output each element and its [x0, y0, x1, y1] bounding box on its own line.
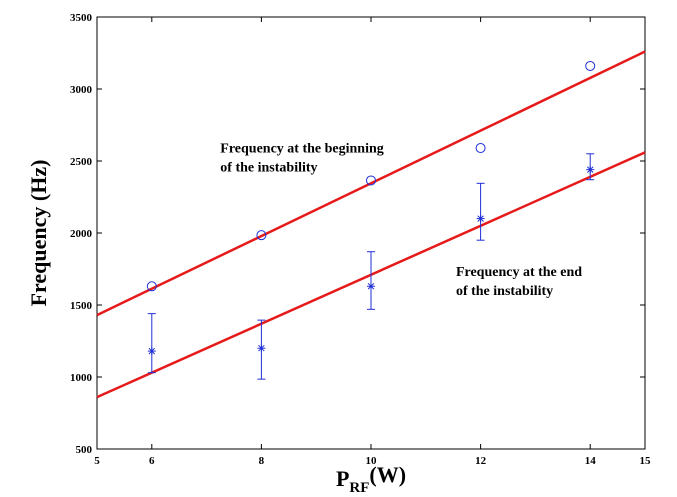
plot-area	[96, 16, 646, 450]
axis-ticks: 5 6 8 10 12 14 15 500 1000 1500 2000 2500 3000 3500	[70, 12, 651, 467]
y-tick-label: 1500	[70, 300, 93, 312]
data-point-asterisk	[147, 347, 156, 356]
asterisk-stroke	[367, 283, 375, 290]
y-tick-label: 2000	[70, 228, 93, 240]
annotation-line: Frequency at the end	[456, 265, 582, 280]
asterisk-stroke	[258, 344, 265, 352]
data-marks	[146, 60, 596, 380]
x-tick-label: 14	[585, 455, 597, 467]
fit-line	[96, 50, 646, 317]
x-axis-title: PRF(W)	[336, 462, 406, 496]
x-tick-label: 5	[94, 455, 100, 467]
x-tick-label: 6	[149, 455, 155, 467]
data-point-asterisk	[586, 165, 595, 174]
y-tick-label: 2500	[70, 156, 93, 168]
annotation-line: of the instability	[456, 284, 553, 299]
asterisk-stroke	[148, 347, 156, 355]
y-axis-title: Frequency (Hz)	[26, 160, 51, 307]
x-tick-label: 10	[366, 455, 378, 467]
y-tick-label: 3000	[70, 84, 93, 96]
annotation-text: Frequency at the end of the instability	[456, 265, 582, 299]
data-point-asterisk	[257, 344, 266, 353]
annotation-text: Frequency at the beginning of the instabi…	[220, 141, 383, 175]
data-point-circle	[585, 60, 596, 71]
asterisk-stroke	[477, 215, 484, 222]
annotation-line: Frequency at the beginning	[220, 141, 383, 156]
x-axis-title-unit: (W)	[369, 462, 406, 487]
y-tick-label: 1000	[70, 372, 93, 384]
y-tick-label: 500	[76, 444, 93, 456]
data-point-asterisk	[476, 214, 485, 223]
data-point-circle	[475, 143, 486, 154]
x-tick-label: 12	[475, 455, 487, 467]
data-point-circle	[146, 281, 157, 292]
data-point-circle	[366, 175, 376, 186]
data-point-asterisk	[367, 282, 375, 291]
annotations: Frequency at the beginning of the instabi…	[220, 141, 582, 299]
x-axis-title-main: P	[336, 466, 349, 491]
data-point-circle	[256, 230, 267, 241]
x-tick-label: 8	[259, 455, 265, 467]
asterisk-stroke	[586, 166, 594, 173]
y-tick-label: 3500	[70, 12, 93, 24]
x-tick-label: 15	[640, 455, 652, 467]
x-axis-title-subscript: RF	[349, 480, 369, 496]
annotation-line: of the instability	[220, 160, 317, 175]
